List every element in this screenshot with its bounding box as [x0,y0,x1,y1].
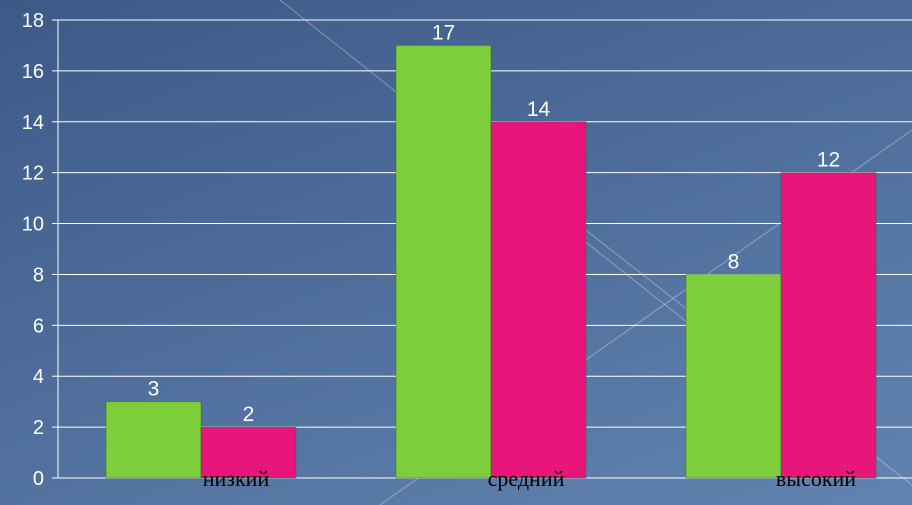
y-tick-label: 8 [33,264,44,286]
category-label: высокий [776,466,856,491]
y-tick-label: 4 [33,366,44,388]
bar [490,121,587,479]
data-label: 14 [527,98,551,121]
y-tick-label: 10 [22,214,44,236]
data-label: 2 [243,403,255,426]
category-label: средний [488,466,565,491]
bar [105,401,202,479]
bars [105,44,877,479]
y-tick-label: 6 [33,315,44,337]
category-label: низкий [203,466,270,491]
y-tick-label: 0 [33,468,44,490]
bar [200,426,297,479]
bar [780,172,877,479]
labels: 3 2 низкий 17 14 средний 8 12 высокий [148,21,857,491]
y-tick-label: 2 [33,417,44,439]
axes: 0 2 4 6 8 10 12 14 16 18 [22,10,59,490]
y-tick-label: 14 [22,112,44,134]
y-tick-label: 16 [22,61,44,83]
bar [395,44,492,479]
y-tick-label: 12 [22,163,44,185]
bar [685,273,782,479]
data-label: 8 [728,250,740,273]
data-label: 17 [432,21,455,44]
data-label: 3 [148,378,160,401]
data-label: 12 [817,149,840,172]
y-tick-label: 18 [22,10,44,32]
